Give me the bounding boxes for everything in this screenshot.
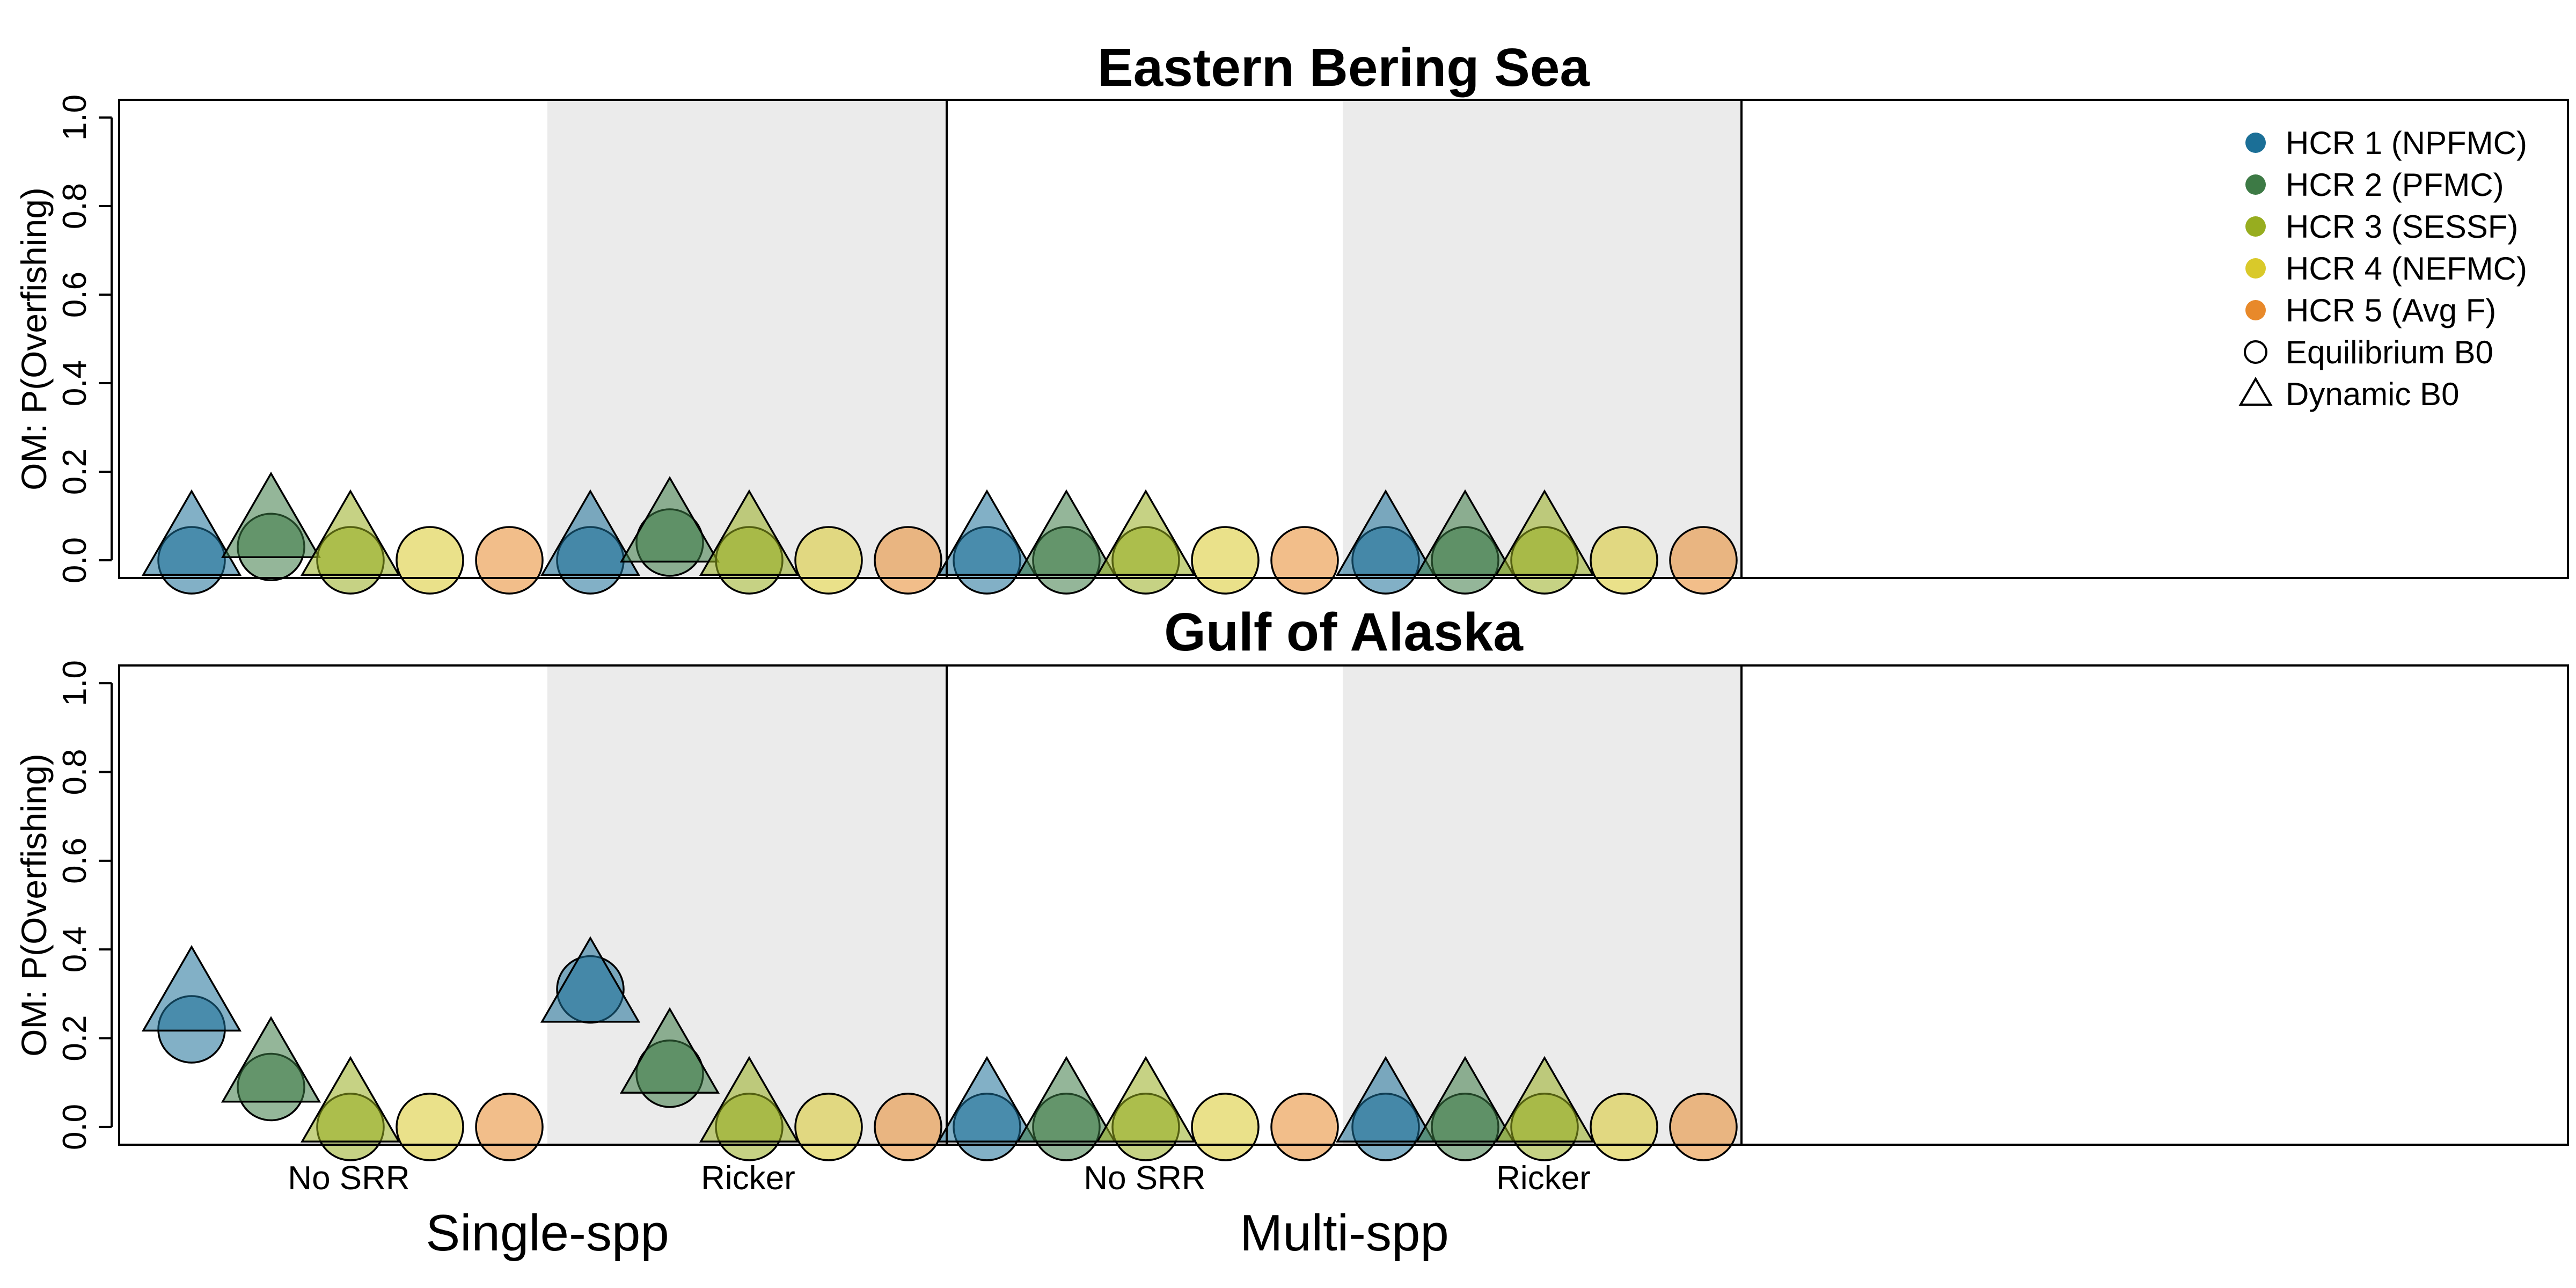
legend-item: HCR 4 (NEFMC) bbox=[2245, 251, 2527, 287]
point-dynamic-hcr2 bbox=[1016, 489, 1117, 576]
group-label: Single-spp bbox=[426, 1204, 669, 1262]
legend-dot-icon bbox=[2245, 174, 2266, 195]
y-tick-label: 0.4 bbox=[56, 926, 93, 972]
point-dynamic-hcr1 bbox=[936, 489, 1037, 576]
point-equilibrium-hcr5 bbox=[1270, 1093, 1339, 1161]
y-tick-label: 0.0 bbox=[56, 1104, 93, 1150]
point-dynamic-hcr3 bbox=[699, 1056, 800, 1143]
legend-label: HCR 3 (SESSF) bbox=[2286, 209, 2518, 245]
legend-item: Equilibrium B0 bbox=[2244, 334, 2493, 370]
point-equilibrium-hcr4 bbox=[396, 526, 464, 595]
point-dynamic-hcr1 bbox=[141, 489, 242, 576]
point-dynamic-hcr1 bbox=[540, 936, 641, 1023]
point-equilibrium-hcr4 bbox=[1191, 526, 1260, 595]
legend-dot-icon bbox=[2245, 216, 2266, 237]
point-dynamic-hcr2 bbox=[1415, 1056, 1516, 1143]
x-tick-label: Ricker bbox=[701, 1160, 795, 1197]
point-equilibrium-hcr4 bbox=[1590, 526, 1658, 595]
y-tick-label: 0.6 bbox=[56, 838, 93, 884]
legend-label: Dynamic B0 bbox=[2286, 376, 2459, 412]
panel-gulf-of-alaska: Gulf of Alaska 0.0 0.2 0.4 0.6 0.8 1.0 OM: P(… bbox=[14, 602, 2569, 1161]
legend: HCR 1 (NPFMC) HCR 2 (PFMC) HCR 3 (SESSF) HC… bbox=[2238, 125, 2527, 412]
y-tick-label: 0.8 bbox=[56, 749, 93, 795]
point-equilibrium-hcr4 bbox=[794, 526, 863, 595]
point-equilibrium-hcr5 bbox=[874, 1093, 942, 1161]
legend-item: HCR 2 (PFMC) bbox=[2245, 167, 2504, 203]
point-dynamic-hcr3 bbox=[1095, 489, 1196, 576]
point-dynamic-hcr2 bbox=[619, 1007, 720, 1094]
point-equilibrium-hcr4 bbox=[794, 1093, 863, 1161]
y-tick-label: 0.2 bbox=[56, 1015, 93, 1061]
legend-label: HCR 1 (NPFMC) bbox=[2286, 125, 2527, 161]
point-dynamic-hcr3 bbox=[300, 1056, 401, 1143]
legend-triangle-icon bbox=[2238, 377, 2273, 406]
legend-item: HCR 3 (SESSF) bbox=[2245, 209, 2518, 245]
point-equilibrium-hcr5 bbox=[1669, 526, 1738, 595]
y-axis-label: OM: P(Overfishing) bbox=[14, 753, 54, 1057]
legend-dot-icon bbox=[2245, 300, 2266, 320]
point-dynamic-hcr1 bbox=[141, 945, 242, 1032]
legend-label: HCR 2 (PFMC) bbox=[2286, 167, 2504, 203]
point-equilibrium-hcr5 bbox=[475, 1093, 544, 1161]
legend-item: HCR 5 (Avg F) bbox=[2245, 292, 2496, 328]
legend-label: Equilibrium B0 bbox=[2286, 334, 2493, 370]
y-tick-label: 1.0 bbox=[56, 660, 93, 706]
legend-circle-icon bbox=[2244, 340, 2267, 364]
data-points bbox=[141, 936, 1738, 1161]
y-tick-label: 1.0 bbox=[56, 94, 93, 141]
point-dynamic-hcr3 bbox=[1095, 1056, 1196, 1143]
x-tick-label: No SRR bbox=[1084, 1160, 1205, 1197]
point-dynamic-hcr1 bbox=[1335, 489, 1436, 576]
panel-eastern-bering-sea: Eastern Bering Sea 0.0 0.2 0.4 0.6 0.8 1.0 OM… bbox=[14, 38, 2569, 595]
point-dynamic-hcr3 bbox=[300, 489, 401, 576]
point-dynamic-hcr1 bbox=[936, 1056, 1037, 1143]
point-dynamic-hcr1 bbox=[1335, 1056, 1436, 1143]
point-equilibrium-hcr5 bbox=[1270, 526, 1339, 595]
point-dynamic-hcr3 bbox=[699, 489, 800, 576]
y-tick-label: 0.2 bbox=[56, 449, 93, 495]
point-equilibrium-hcr4 bbox=[1191, 1093, 1260, 1161]
legend-dot-icon bbox=[2245, 258, 2266, 279]
y-tick-label: 0.4 bbox=[56, 360, 93, 406]
y-tick-label: 0.8 bbox=[56, 183, 93, 229]
point-dynamic-hcr2 bbox=[619, 475, 720, 563]
x-tick-label: Ricker bbox=[1496, 1160, 1591, 1197]
x-tick-label: No SRR bbox=[288, 1160, 409, 1197]
y-tick-label: 0.6 bbox=[56, 272, 93, 318]
legend-label: HCR 4 (NEFMC) bbox=[2286, 251, 2527, 287]
point-equilibrium-hcr5 bbox=[1669, 1093, 1738, 1161]
point-dynamic-hcr2 bbox=[221, 1016, 321, 1103]
point-equilibrium-hcr5 bbox=[475, 526, 544, 595]
plot-frame bbox=[118, 664, 2569, 1146]
legend-dot-icon bbox=[2245, 133, 2266, 153]
point-dynamic-hcr2 bbox=[1415, 489, 1516, 576]
point-equilibrium-hcr4 bbox=[1590, 1093, 1658, 1161]
panel-title: Eastern Bering Sea bbox=[1097, 38, 1590, 98]
y-axis: 0.0 0.2 0.4 0.6 0.8 1.0 bbox=[56, 660, 113, 1150]
point-dynamic-hcr3 bbox=[1494, 1056, 1595, 1143]
y-tick-label: 0.0 bbox=[56, 537, 93, 583]
point-dynamic-hcr2 bbox=[221, 471, 321, 558]
point-equilibrium-hcr5 bbox=[874, 526, 942, 595]
y-axis: 0.0 0.2 0.4 0.6 0.8 1.0 bbox=[56, 94, 113, 583]
panel-title: Gulf of Alaska bbox=[1164, 602, 1524, 662]
point-dynamic-hcr2 bbox=[1016, 1056, 1117, 1143]
group-label: Multi-spp bbox=[1240, 1204, 1448, 1262]
point-dynamic-hcr3 bbox=[1494, 489, 1595, 576]
point-equilibrium-hcr4 bbox=[396, 1093, 464, 1161]
legend-label: HCR 5 (Avg F) bbox=[2286, 292, 2496, 328]
legend-item: Dynamic B0 bbox=[2238, 376, 2459, 412]
point-dynamic-hcr1 bbox=[540, 489, 641, 576]
legend-item: HCR 1 (NPFMC) bbox=[2245, 125, 2527, 161]
plot-frame bbox=[118, 99, 2569, 579]
y-axis-label: OM: P(Overfishing) bbox=[14, 187, 54, 491]
